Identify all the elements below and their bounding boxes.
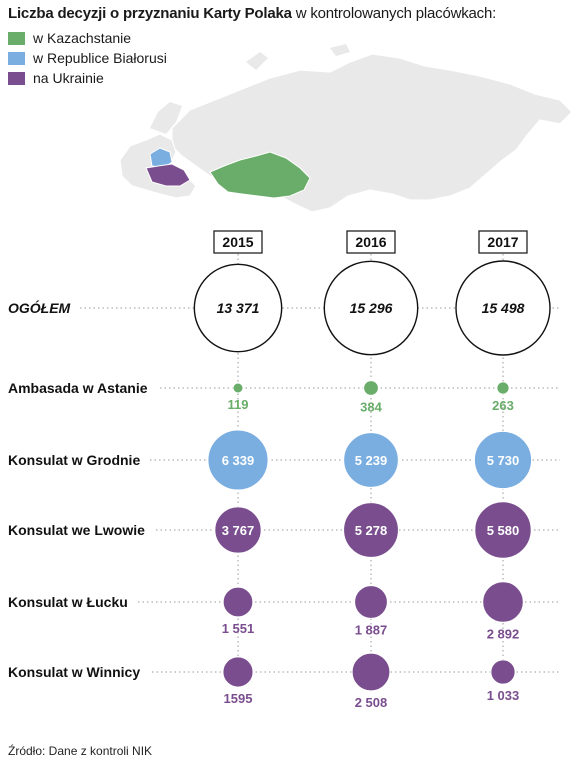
bubbles: 13 371 15 296 15 498 119 384 263 6 339 5 239 5 7…	[193, 260, 551, 710]
year-box-2017	[478, 230, 528, 254]
data-label-4-2016: 1 887	[355, 622, 388, 637]
bubble-4-2016	[354, 585, 388, 619]
data-label-1-2015: 119	[228, 397, 249, 412]
data-label-5-2015: 1595	[224, 691, 253, 706]
map-novaya-zemlya	[246, 52, 268, 70]
legend-label: w Kazachstanie	[33, 30, 132, 46]
data-label-0-2016: 15 296	[350, 300, 393, 316]
year-label-2016: 2016	[355, 234, 386, 250]
row-label-0: OGÓŁEM	[8, 299, 71, 316]
bubble-2-2016	[343, 432, 399, 488]
data-label-2-2015: 6 339	[222, 453, 255, 468]
bubble-0-2017	[455, 260, 551, 356]
map-kazakhstan	[209, 151, 311, 199]
year-box-2016	[346, 230, 396, 254]
row-label-2: Konsulat w Grodnie	[8, 452, 140, 468]
data-label-1-2017: 263	[492, 398, 514, 413]
legend-label: na Ukrainie	[33, 70, 104, 86]
year-label-2015: 2015	[222, 234, 253, 250]
year-label-2017: 2017	[487, 234, 518, 250]
data-label-3-2015: 3 767	[222, 523, 255, 538]
bubble-2-2015	[207, 429, 269, 491]
year-box-2015	[213, 230, 263, 254]
bubble-0-2015	[193, 263, 283, 353]
year-headers: 2015 2016 2017	[213, 230, 528, 254]
map-illustration	[119, 44, 573, 213]
legend-item-ukraine: na Ukrainie	[8, 68, 167, 88]
bubble-1-2017	[496, 381, 510, 395]
bubble-3-2016	[343, 502, 399, 558]
bubble-1-2016	[363, 380, 379, 396]
legend-swatch-purple	[8, 71, 25, 85]
bubble-3-2015	[214, 506, 262, 554]
legend-item-kazakhstan: w Kazachstanie	[8, 28, 167, 48]
map-scandinavia	[150, 102, 182, 134]
data-label-2-2016: 5 239	[355, 453, 388, 468]
row-label-1: Ambasada w Astanie	[8, 380, 148, 396]
bubble-5-2015	[222, 656, 254, 688]
bubble-5-2016	[351, 652, 391, 692]
map-belarus	[149, 147, 173, 169]
data-label-0-2015: 13 371	[217, 300, 260, 316]
bubble-1-2015	[232, 382, 244, 394]
source-note: Źródło: Dane z kontroli NIK	[8, 744, 153, 758]
legend-item-belarus: w Republice Białorusi	[8, 48, 167, 68]
bubble-2-2017	[473, 430, 533, 490]
row-label-5: Konsulat w Winnicy	[8, 664, 140, 680]
legend: w Kazachstanie w Republice Białorusi na …	[8, 28, 167, 88]
data-label-4-2015: 1 551	[222, 621, 255, 636]
data-label-1-2016: 384	[360, 399, 382, 414]
chart-title-rest: w kontrolowanych placówkach:	[295, 5, 497, 22]
chart-title: Liczba decyzji o przyznaniu Karty Polaka…	[8, 5, 496, 22]
row-label-3: Konsulat we Lwowie	[8, 522, 145, 538]
legend-swatch-green	[8, 31, 25, 45]
legend-label: w Republice Białorusi	[33, 50, 167, 66]
map-islands	[330, 44, 350, 56]
bubble-0-2016	[323, 260, 419, 356]
data-label-2-2017: 5 730	[487, 453, 520, 468]
data-label-5-2017: 1 033	[487, 688, 520, 703]
data-label-5-2016: 2 508	[355, 695, 388, 710]
bubble-4-2015	[222, 586, 254, 618]
row-label-4: Konsulat w Łucku	[8, 594, 128, 610]
map-ukraine	[145, 163, 191, 187]
data-label-4-2017: 2 892	[487, 626, 520, 641]
data-label-3-2016: 5 278	[355, 523, 388, 538]
bubble-3-2017	[474, 501, 532, 559]
legend-swatch-blue	[8, 51, 25, 65]
chart-title-bold: Liczba decyzji o przyznaniu Karty Polaka	[8, 5, 292, 22]
row-labels: OGÓŁEM Ambasada w Astanie Konsulat w Grodn…	[8, 299, 148, 680]
data-label-0-2017: 15 498	[482, 300, 525, 316]
bubble-4-2017	[482, 581, 524, 623]
data-label-3-2017: 5 580	[487, 523, 520, 538]
bubble-5-2017	[490, 659, 516, 685]
